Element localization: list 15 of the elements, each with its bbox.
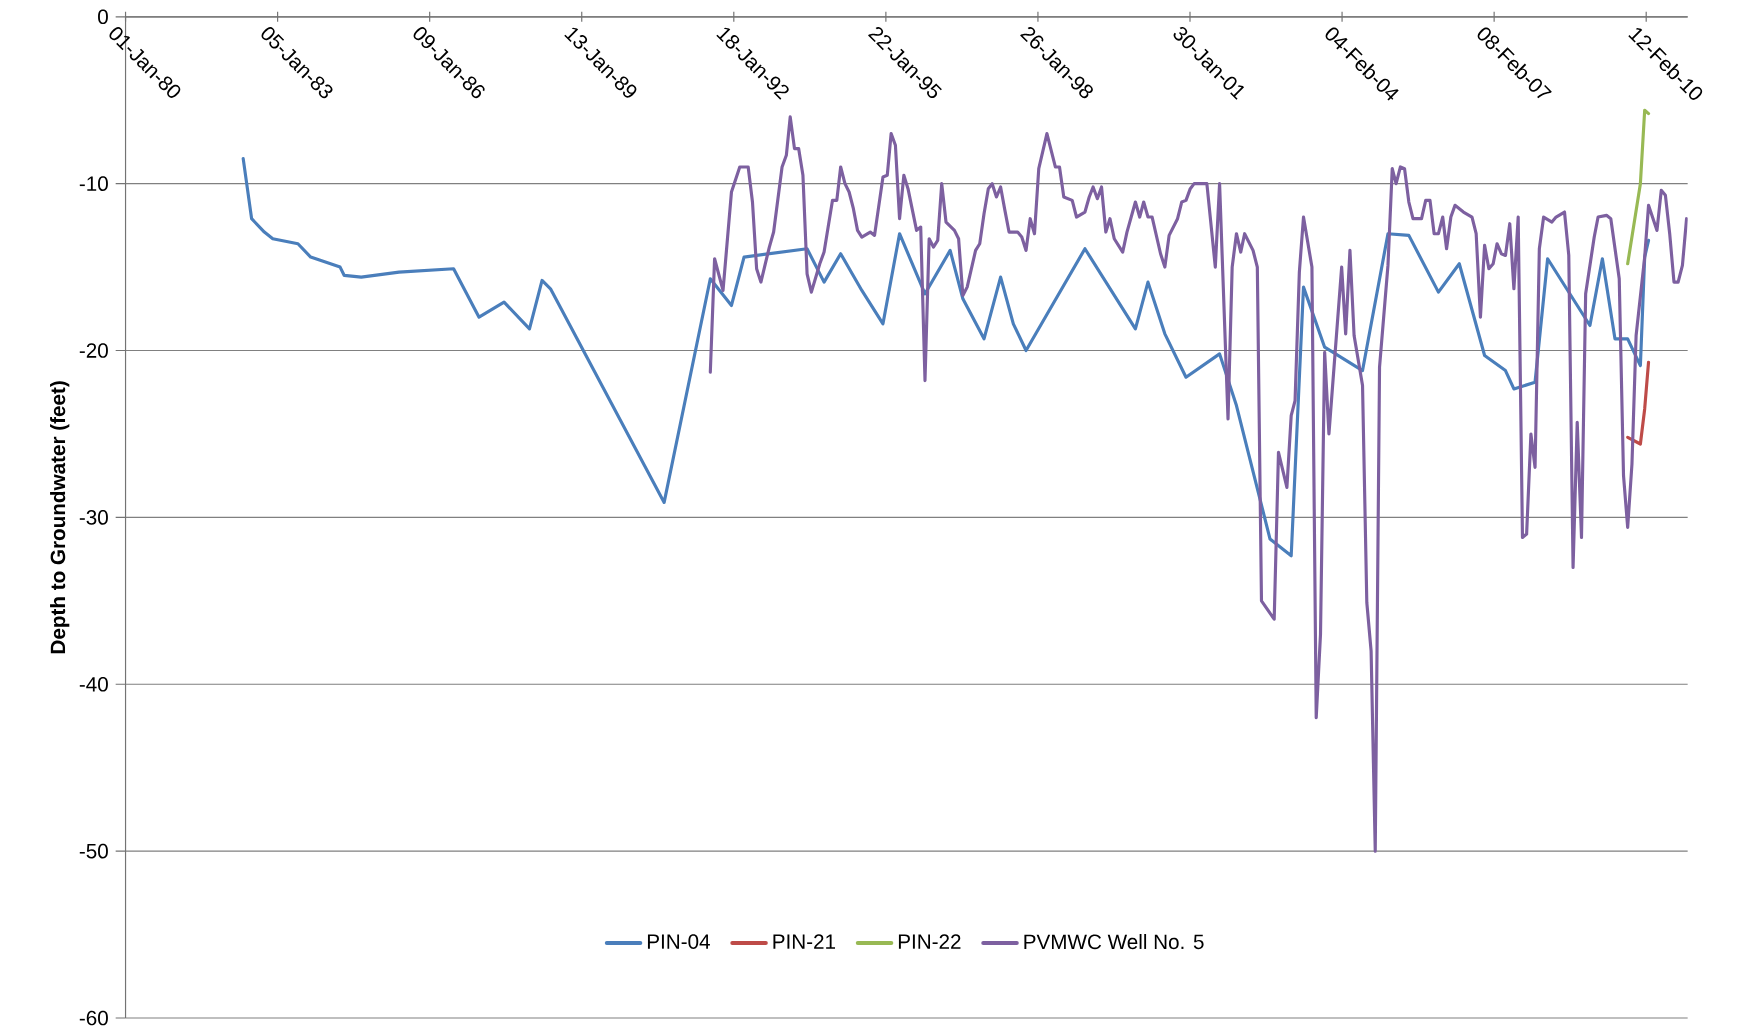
y-tick-label: -30 xyxy=(79,510,108,525)
line-series xyxy=(1626,360,1651,446)
y-tick-label: 0 xyxy=(98,9,108,25)
line-series xyxy=(241,157,1651,558)
line-series xyxy=(1626,108,1651,266)
y-tick-label: -10 xyxy=(79,176,108,192)
legend-label: PIN-22 xyxy=(898,934,961,949)
legend-label: PIN-21 xyxy=(773,934,836,949)
legend-label: PIN-04 xyxy=(647,934,710,949)
y-tick-label: -60 xyxy=(79,1010,108,1026)
legend-label: PVMWC Well No. 5 xyxy=(1024,934,1204,950)
y-tick-label: -20 xyxy=(79,343,108,358)
y-axis-title: Depth to Groundwater (feet) xyxy=(50,381,70,654)
y-tick-label: -50 xyxy=(79,843,108,859)
y-tick-label: -40 xyxy=(79,677,108,692)
